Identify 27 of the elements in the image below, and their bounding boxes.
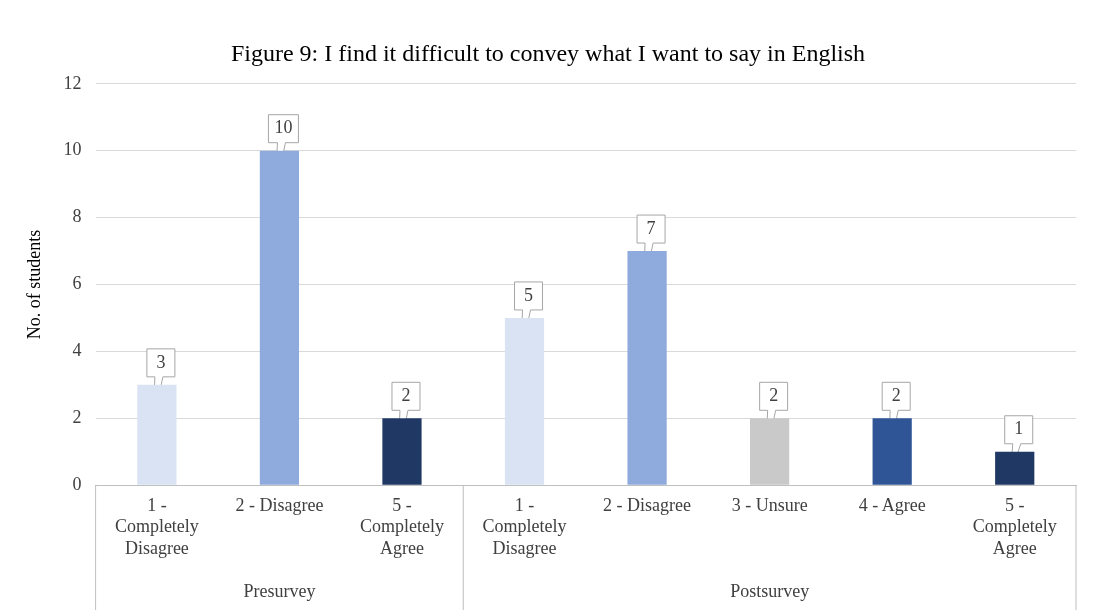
x-tick-label: 2 - Disagree <box>235 494 324 515</box>
chart-title: Figure 9: I find it difficult to convey what I want to say in English <box>230 39 866 66</box>
x-tick-label: 3 - Unsure <box>731 494 808 515</box>
data-label: 3 <box>156 351 166 372</box>
data-label: 2 <box>891 385 901 406</box>
y-tick-label: 0 <box>72 473 82 494</box>
y-tick-label: 12 <box>63 72 82 93</box>
y-tick-label: 8 <box>72 206 82 227</box>
data-label: 7 <box>646 217 656 238</box>
data-label: 1 <box>1014 418 1024 439</box>
data-label: 5 <box>524 284 534 305</box>
x-tick-label: 5 - Completely Agree <box>359 494 444 558</box>
y-tick-label: 4 <box>72 340 82 361</box>
x-tick-label: 2 - Disagree <box>603 494 692 515</box>
x-tick-label: 5 - Completely Agree <box>972 494 1057 558</box>
y-tick-label: 2 <box>72 407 82 428</box>
x-tick-label: 1 - Completely Disagree <box>482 494 567 558</box>
text: Postsurvey <box>730 580 810 601</box>
y-tick-label: 10 <box>63 139 82 160</box>
data-label: 2 <box>401 385 411 406</box>
data-label: 10 <box>274 117 293 138</box>
y-tick-label: 6 <box>72 273 82 294</box>
y-axis-title: No. of students <box>23 229 44 340</box>
x-tick-label: 1 - Completely Disagree <box>114 494 199 558</box>
x-tick-label: 4 - Agree <box>858 494 926 515</box>
data-label: 2 <box>769 385 779 406</box>
text: Presurvey <box>243 580 316 601</box>
